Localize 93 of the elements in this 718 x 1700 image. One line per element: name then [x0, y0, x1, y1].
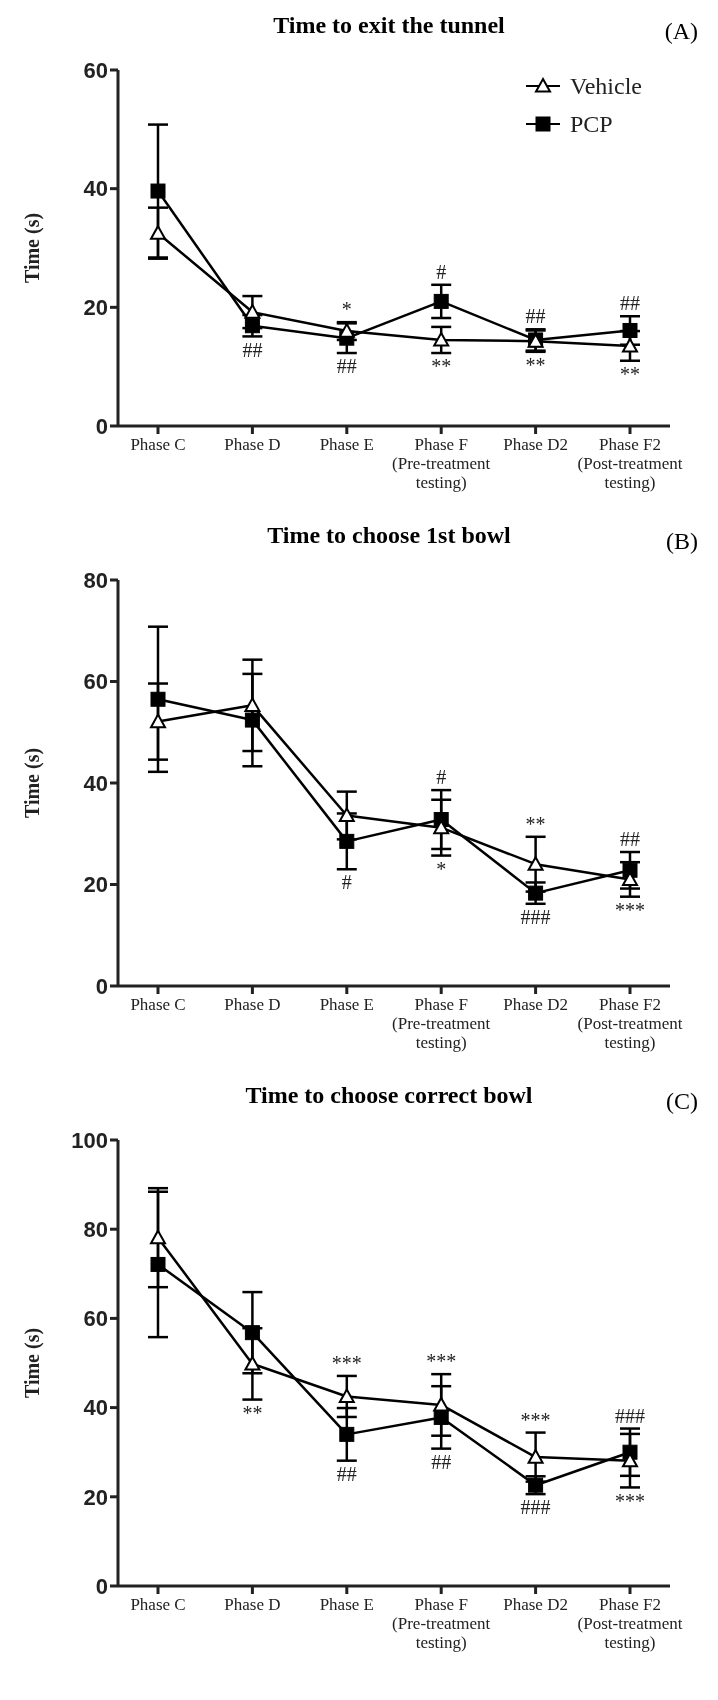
x-tick-label: Phase D2: [503, 435, 568, 454]
y-tick-label: 80: [83, 567, 108, 593]
chart-title: Time to exit the tunnel: [273, 12, 505, 38]
x-tick-label: Phase F2 (Post-treatment testing): [577, 1595, 683, 1652]
y-axis-title: Time (s): [21, 747, 45, 819]
x-tick-label: Phase E: [319, 1595, 374, 1614]
annotation: **: [431, 355, 452, 378]
x-tick-label: Phase D2: [503, 995, 568, 1014]
x-tick-label: Phase F (Pre-treatment testing): [392, 1595, 491, 1652]
annotation: ***: [331, 1351, 362, 1374]
annotation: ##: [525, 305, 546, 328]
point: [622, 337, 638, 353]
annotation: #: [436, 260, 447, 283]
y-tick-label: 0: [95, 413, 108, 439]
text: (A): [664, 18, 698, 45]
y-tick-label: 40: [83, 770, 108, 796]
point: [244, 1325, 260, 1341]
point: [150, 691, 166, 707]
annotation: **: [620, 362, 640, 385]
annotation: ***: [426, 1350, 457, 1373]
annotation: ***: [520, 1408, 551, 1431]
x-tick-label: Phase D: [224, 435, 281, 454]
point: [244, 712, 260, 728]
chart-title: Time to choose 1st bowl: [267, 522, 511, 548]
x-tick-label: Phase D: [224, 995, 281, 1014]
y-tick-label: 20: [83, 1484, 108, 1510]
annotation: **: [525, 812, 546, 835]
point: [150, 713, 166, 729]
x-tick-label: Phase F (Pre-treatment testing): [392, 435, 491, 492]
y-tick-label: 60: [83, 669, 108, 695]
point: [244, 304, 261, 319]
text: (B): [666, 528, 698, 555]
point: [339, 833, 355, 849]
point: [527, 856, 544, 871]
y-tick-label: 20: [83, 295, 108, 321]
chart-title: Time to choose correct bowl: [245, 1082, 533, 1108]
annotation: #: [341, 871, 352, 894]
point: [433, 331, 450, 347]
y-tick-label: 80: [83, 1217, 108, 1243]
annotation: ###: [520, 905, 551, 928]
annotation: ##: [242, 338, 263, 361]
y-tick-label: 0: [95, 1573, 108, 1599]
x-tick-label: Phase E: [319, 435, 374, 454]
point: [150, 1256, 166, 1272]
x-tick-label: Phase D2: [503, 1595, 568, 1614]
annotation: ##: [620, 292, 640, 315]
y-tick-label: 60: [83, 57, 108, 83]
x-tick-label: Phase E: [319, 995, 374, 1014]
y-tick-label: 20: [83, 872, 108, 898]
annotation: **: [525, 354, 546, 377]
x-tick-label: Phase F (Pre-treatment testing): [392, 995, 491, 1052]
y-axis-title: Time (s): [21, 212, 45, 284]
point: [244, 318, 260, 334]
x-tick-label: Phase F2 (Post-treatment testing): [577, 435, 683, 492]
x-tick-label: Phase C: [130, 995, 186, 1014]
point: [150, 1229, 166, 1245]
legend-label: Vehicle: [570, 73, 642, 99]
point: [338, 807, 355, 823]
point: [339, 1426, 355, 1442]
point: [433, 293, 449, 309]
point: [244, 697, 261, 712]
y-tick-label: 60: [83, 1306, 108, 1332]
annotation: **: [242, 1401, 263, 1424]
y-tick-label: 0: [95, 973, 108, 999]
point: [244, 1355, 261, 1371]
annotation: ###: [615, 1404, 645, 1427]
y-tick-label: 40: [83, 1395, 108, 1421]
y-axis-title: Time (s): [21, 1327, 45, 1399]
y-tick-label: 100: [71, 1127, 108, 1153]
y-tick-label: 40: [83, 176, 108, 202]
point: [150, 183, 166, 199]
point: [338, 1388, 355, 1404]
x-tick-label: Phase C: [130, 435, 186, 454]
annotation: ###: [520, 1496, 551, 1519]
annotation: ##: [620, 828, 640, 851]
annotation: *: [341, 298, 352, 321]
x-tick-label: Phase C: [130, 1595, 186, 1614]
annotation: ***: [615, 1489, 645, 1512]
x-tick-label: Phase F2 (Post-treatment testing): [577, 995, 683, 1052]
point: [433, 1396, 450, 1412]
point: [527, 1449, 544, 1464]
text: (C): [666, 1088, 698, 1115]
point: [528, 885, 544, 901]
point: [622, 322, 638, 338]
annotation: #: [436, 766, 447, 789]
annotation: *: [436, 857, 447, 880]
annotation: ##: [336, 355, 357, 378]
annotation: ##: [336, 1462, 357, 1485]
x-tick-label: Phase D: [224, 1595, 281, 1614]
legend-label: PCP: [570, 111, 613, 137]
point: [150, 225, 166, 240]
annotation: ***: [615, 898, 645, 921]
annotation: ##: [431, 1450, 452, 1473]
